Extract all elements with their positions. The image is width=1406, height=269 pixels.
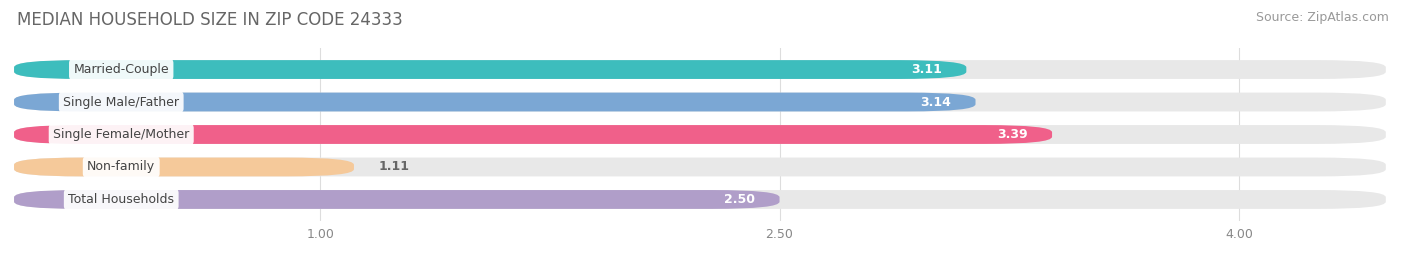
Text: 3.14: 3.14 <box>920 95 950 108</box>
Text: 2.50: 2.50 <box>724 193 755 206</box>
Text: 1.11: 1.11 <box>378 161 409 174</box>
FancyBboxPatch shape <box>14 93 976 111</box>
Text: Single Male/Father: Single Male/Father <box>63 95 179 108</box>
Text: Total Households: Total Households <box>69 193 174 206</box>
FancyBboxPatch shape <box>14 93 1386 111</box>
FancyBboxPatch shape <box>14 125 1386 144</box>
Text: 3.11: 3.11 <box>911 63 942 76</box>
Text: Married-Couple: Married-Couple <box>73 63 169 76</box>
FancyBboxPatch shape <box>14 158 1386 176</box>
FancyBboxPatch shape <box>14 190 779 209</box>
FancyBboxPatch shape <box>14 190 1386 209</box>
Text: Non-family: Non-family <box>87 161 155 174</box>
FancyBboxPatch shape <box>14 60 1386 79</box>
Text: 3.39: 3.39 <box>997 128 1028 141</box>
Text: MEDIAN HOUSEHOLD SIZE IN ZIP CODE 24333: MEDIAN HOUSEHOLD SIZE IN ZIP CODE 24333 <box>17 11 402 29</box>
Text: Source: ZipAtlas.com: Source: ZipAtlas.com <box>1256 11 1389 24</box>
Text: Single Female/Mother: Single Female/Mother <box>53 128 190 141</box>
FancyBboxPatch shape <box>14 60 966 79</box>
FancyBboxPatch shape <box>14 125 1052 144</box>
FancyBboxPatch shape <box>14 158 354 176</box>
